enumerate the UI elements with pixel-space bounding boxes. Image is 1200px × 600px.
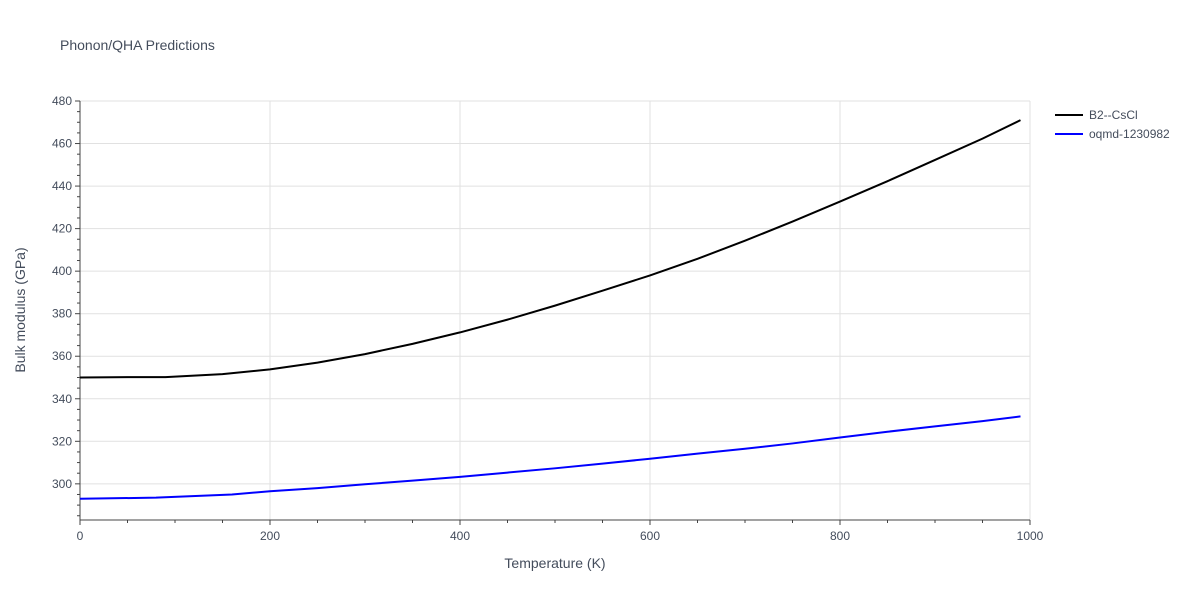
x-tick-label: 600	[640, 529, 660, 543]
x-tick-label: 200	[260, 529, 280, 543]
y-axis-title: Bulk modulus (GPa)	[12, 247, 28, 372]
y-tick-label: 460	[52, 137, 72, 151]
y-tick-label: 380	[52, 307, 72, 321]
y-tick-label: 480	[52, 94, 72, 108]
axes: 0 200 400 600 800 1000 300 320 340 360 380 400 420 44…	[52, 94, 1044, 543]
x-tick-label: 800	[830, 529, 850, 543]
legend-label-2[interactable]: oqmd-1230982	[1089, 127, 1170, 141]
y-tick-label: 360	[52, 349, 72, 363]
series-layer	[79, 119, 1021, 500]
chart-title: Phonon/QHA Predictions	[60, 37, 215, 53]
x-axis-title: Temperature (K)	[504, 555, 605, 571]
legend[interactable]: B2--CsCl oqmd-1230982	[1055, 108, 1170, 141]
x-tick-label: 1000	[1017, 529, 1044, 543]
series-line-1	[79, 119, 1021, 379]
y-tick-label: 440	[52, 179, 72, 193]
legend-label-1[interactable]: B2--CsCl	[1089, 108, 1138, 122]
grid	[80, 100, 1031, 520]
y-tick-label: 320	[52, 434, 72, 448]
x-tick-label: 0	[77, 529, 84, 543]
y-tick-label: 400	[52, 264, 72, 278]
series-line-2	[79, 415, 1021, 500]
y-tick-label: 340	[52, 392, 72, 406]
y-tick-label: 420	[52, 222, 72, 236]
x-tick-label: 400	[450, 529, 470, 543]
y-tick-label: 300	[52, 477, 72, 491]
